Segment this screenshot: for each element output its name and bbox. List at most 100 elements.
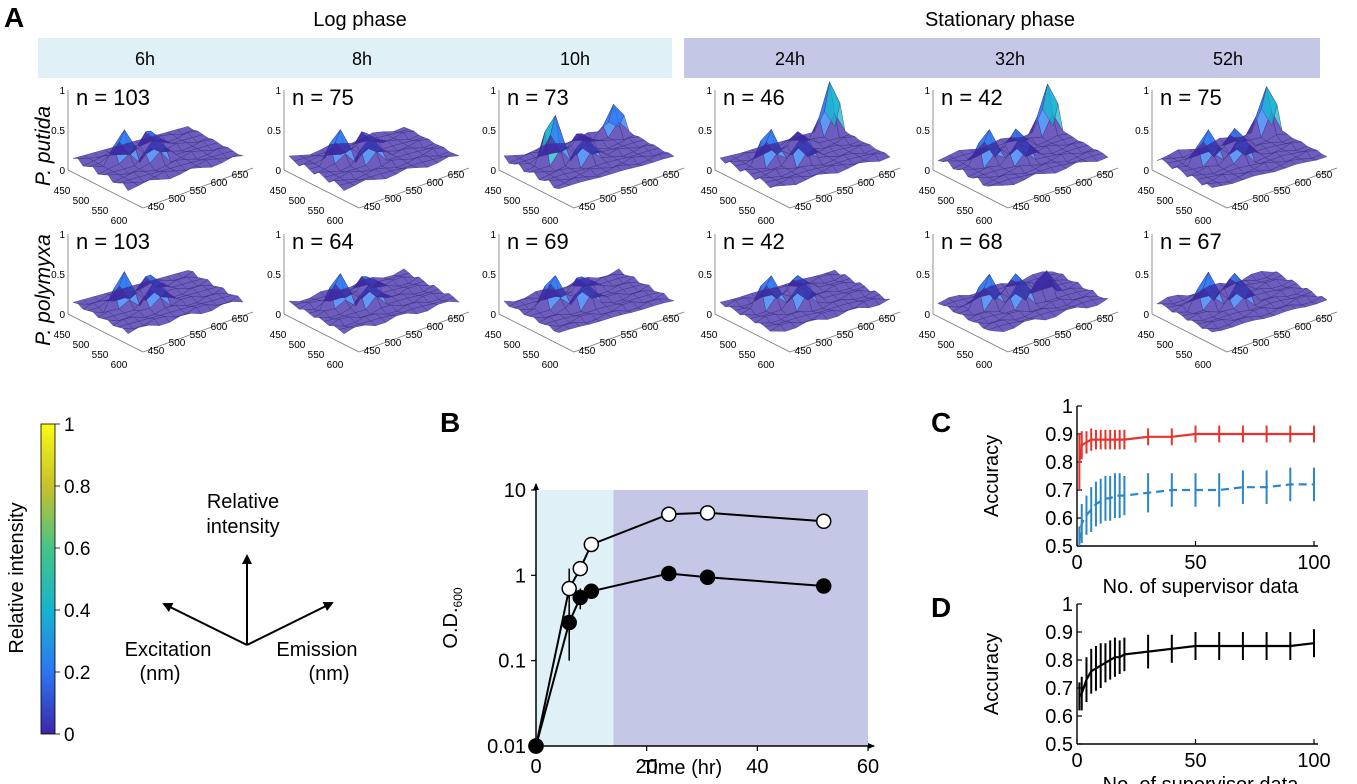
y-tick-label: 0.1	[498, 651, 526, 673]
data-point-s1	[583, 583, 600, 600]
surface-facet	[824, 269, 841, 276]
x-tick: 550	[1176, 350, 1193, 361]
data-point-s1	[815, 578, 832, 594]
time-point-labels: 6h 8h 10h 24h 32h 52h	[135, 49, 1243, 69]
y-tick: 450	[1232, 202, 1249, 213]
y-axis	[358, 311, 470, 353]
z-tick: 0.5	[267, 126, 281, 137]
y-tick: 450	[795, 346, 812, 357]
z-tick: 0.5	[698, 270, 712, 281]
label-relative-2: intensity	[206, 516, 279, 538]
y-tick: 600	[858, 322, 875, 333]
z-tick: 0	[275, 310, 281, 321]
z-tick: 0	[1143, 310, 1149, 321]
x-tick: 550	[523, 206, 540, 217]
y-tick: 650	[232, 314, 249, 325]
z-tick: 0	[924, 166, 930, 177]
y-tick: 500	[600, 194, 617, 205]
x-tick-label: 100	[1297, 552, 1330, 574]
x-tick: 600	[758, 360, 775, 371]
y-tick: 500	[1034, 338, 1051, 349]
y-tick-label: 0.6	[1045, 508, 1073, 530]
z-tick: 1	[924, 86, 930, 97]
y-tick: 600	[427, 322, 444, 333]
y-tick: 450	[148, 346, 165, 357]
panel-c-letter: C	[931, 407, 951, 438]
count-label: n = 75	[1160, 85, 1222, 110]
y-tick: 650	[1316, 314, 1333, 325]
phase-label-stationary: Stationary phase	[925, 9, 1075, 31]
surface-facet	[1041, 271, 1059, 276]
y-tick: 550	[1055, 330, 1072, 341]
y-tick-label: 0.7	[1045, 480, 1073, 502]
time-label-8h: 8h	[352, 49, 372, 69]
x-axis-label: No. of supervisor data	[1103, 576, 1300, 598]
y-tick: 550	[1274, 186, 1291, 197]
data-point-s1	[528, 738, 544, 754]
time-label-32h: 32h	[995, 49, 1025, 69]
z-tick: 0	[490, 310, 496, 321]
surface-facet	[1261, 85, 1278, 127]
z-tick: 0.5	[51, 270, 65, 281]
arrow-right	[246, 602, 334, 646]
z-tick: 0	[59, 166, 65, 177]
colorbar-tick-label: 0	[64, 725, 75, 746]
x-axis	[1151, 313, 1228, 353]
z-tick: 0	[275, 166, 281, 177]
z-tick: 1	[1143, 86, 1149, 97]
y-tick: 450	[1013, 346, 1030, 357]
x-tick: 600	[976, 360, 993, 371]
count-label: n = 67	[1160, 229, 1222, 254]
y-tick: 450	[579, 346, 596, 357]
y-tick: 550	[1055, 186, 1072, 197]
y-axis-label-subscript: 600	[451, 587, 465, 607]
panel-d-letter: D	[931, 592, 951, 623]
y-tick-label: 0.9	[1045, 424, 1073, 446]
y-axis-label: O.D.600	[440, 587, 465, 648]
x-tick: 600	[542, 360, 559, 371]
count-label: n = 42	[941, 85, 1003, 110]
y-tick: 650	[1097, 314, 1114, 325]
data-point-s0	[572, 560, 589, 577]
z-tick: 1	[59, 230, 65, 241]
y-tick: 600	[1076, 178, 1093, 189]
y-axis	[1007, 311, 1119, 353]
y-tick: 550	[837, 330, 854, 341]
x-axis	[498, 169, 575, 209]
x-tick: 450	[701, 330, 718, 341]
z-tick: 0	[1143, 166, 1149, 177]
x-tick: 450	[1138, 330, 1155, 341]
x-tick: 500	[73, 340, 90, 351]
chart-d: 0.5 0.6 0.7 0.8 0.9 1 0 50 100 No. of supervisor …	[981, 594, 1331, 784]
x-axis	[714, 169, 791, 209]
x-axis	[283, 313, 360, 353]
x-tick: 450	[1138, 186, 1155, 197]
shading-band-1	[613, 490, 868, 746]
label-excitation-1: Excitation	[125, 639, 212, 661]
z-tick: 0	[490, 166, 496, 177]
surface-facet	[177, 270, 194, 279]
z-tick: 0.5	[916, 270, 930, 281]
species-label-putida: P. putida	[32, 106, 55, 186]
y-tick-label: 0.5	[1045, 536, 1073, 558]
surface-facet	[824, 81, 841, 127]
x-tick: 600	[976, 216, 993, 227]
y-tick-label: 1	[1062, 396, 1073, 418]
x-tick: 450	[270, 330, 287, 341]
x-tick: 450	[919, 330, 936, 341]
data-point-s0	[699, 505, 716, 521]
y-tick: 550	[1274, 330, 1291, 341]
y-tick-label: 0.8	[1045, 452, 1073, 474]
z-tick: 0.5	[51, 126, 65, 137]
x-tick-label: 100	[1297, 750, 1330, 772]
y-axis	[789, 167, 901, 209]
x-tick: 600	[327, 216, 344, 227]
y-axis	[1007, 167, 1119, 209]
